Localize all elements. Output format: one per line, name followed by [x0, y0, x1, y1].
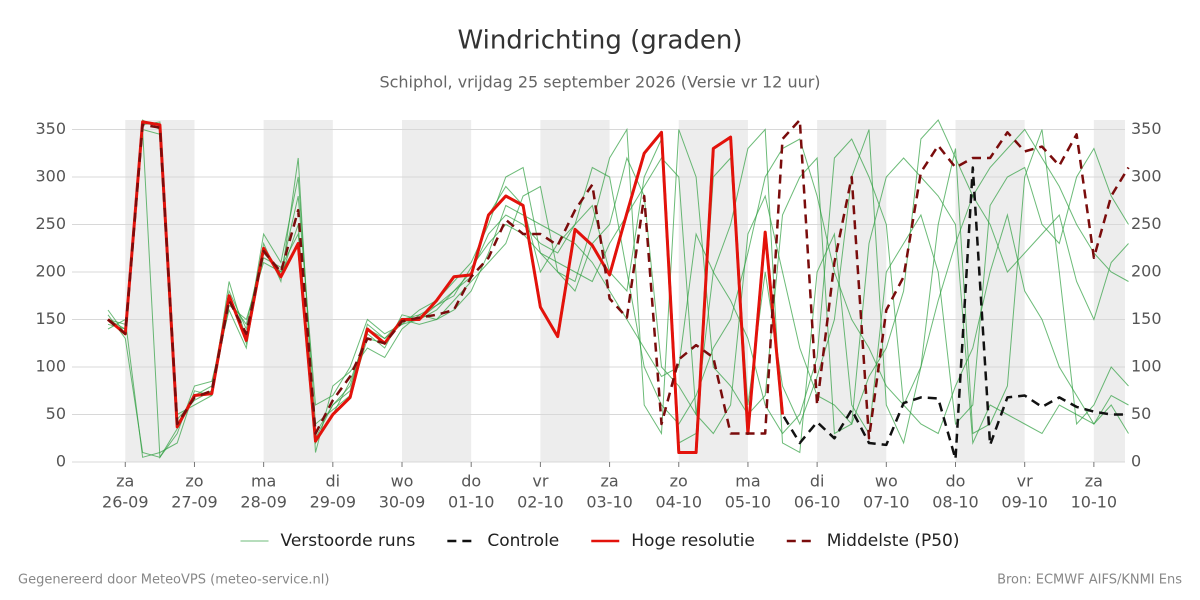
x-tick-date: 06-10 [794, 493, 841, 512]
chart-subtitle: Schiphol, vrijdag 25 september 2026 (Ver… [379, 73, 820, 92]
legend-label: Controle [487, 531, 559, 551]
x-tick-label: zo [670, 472, 688, 491]
x-tick-date: 29-09 [310, 493, 357, 512]
y-tick-label: 250 [35, 214, 66, 233]
y-tick-label: 150 [35, 309, 66, 328]
y2-tick-label: 250 [1131, 214, 1162, 233]
x-tick-date: 27-09 [171, 493, 218, 512]
x-tick-label: di [326, 472, 341, 491]
x-tick-label: vr [1017, 472, 1033, 491]
x-tick-label: ma [735, 472, 760, 491]
legend-label: Verstoorde runs [281, 531, 416, 551]
y2-tick-label: 200 [1131, 262, 1162, 281]
x-tick-date: 10-10 [1071, 493, 1118, 512]
y2-tick-label: 100 [1131, 357, 1162, 376]
ensemble-line [107, 128, 1129, 445]
y-tick-label: 100 [35, 357, 66, 376]
x-tick-label: do [461, 472, 481, 491]
y2-tick-label: 150 [1131, 309, 1162, 328]
x-tick-label: do [946, 472, 966, 491]
x-tick-date: 03-10 [586, 493, 633, 512]
y-tick-label: 50 [46, 404, 66, 423]
x-tick-label: vr [532, 472, 548, 491]
y-tick-label: 300 [35, 167, 66, 186]
day-shade [817, 120, 887, 462]
x-tick-label: wo [391, 472, 414, 491]
footer-right: Bron: ECMWF AIFS/KNMI Ens [997, 573, 1182, 588]
x-tick-date: 01-10 [448, 493, 495, 512]
x-tick-label: za [116, 472, 134, 491]
x-tick-label: wo [875, 472, 898, 491]
x-tick-date: 09-10 [1001, 493, 1048, 512]
ensemble-line [107, 119, 1129, 435]
legend-label: Middelste (P50) [827, 531, 960, 551]
y2-tick-label: 50 [1131, 404, 1151, 423]
x-tick-date: 07-10 [863, 493, 910, 512]
x-tick-label: di [810, 472, 825, 491]
series-line [107, 120, 784, 454]
chart-title: Windrichting (graden) [457, 26, 742, 56]
legend-label: Hoge resolutie [631, 531, 755, 551]
x-tick-date: 05-10 [725, 493, 772, 512]
x-tick-label: ma [251, 472, 276, 491]
day-shade [402, 120, 472, 462]
footer-left: Gegenereerd door MeteoVPS (meteo-service… [18, 573, 329, 588]
y2-tick-label: 350 [1131, 119, 1162, 138]
y-tick-label: 0 [56, 452, 66, 471]
x-tick-date: 02-10 [517, 493, 564, 512]
day-shade [263, 120, 333, 462]
x-tick-date: 28-09 [240, 493, 287, 512]
day-shade [1093, 120, 1125, 462]
x-tick-date: 04-10 [656, 493, 703, 512]
x-tick-date: 26-09 [102, 493, 149, 512]
x-tick-label: za [600, 472, 618, 491]
x-tick-date: 30-09 [379, 493, 426, 512]
y2-tick-label: 300 [1131, 167, 1162, 186]
x-tick-label: zo [185, 472, 203, 491]
x-tick-date: 08-10 [932, 493, 979, 512]
legend: Verstoorde runs Controle Hoge resolutie Mid… [240, 531, 960, 551]
x-tick-label: za [1085, 472, 1103, 491]
y2-tick-label: 0 [1131, 452, 1141, 471]
series-line [107, 118, 1130, 440]
y-tick-label: 350 [35, 119, 66, 138]
y-tick-label: 200 [35, 262, 66, 281]
